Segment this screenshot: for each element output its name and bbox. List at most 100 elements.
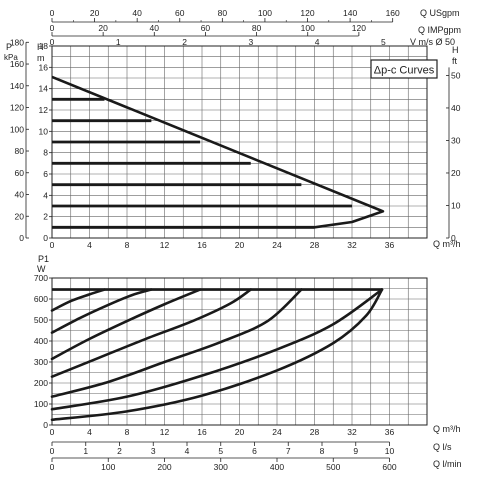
ls-tick-label: 3 — [151, 446, 156, 456]
m-tick-label: 18 — [39, 41, 49, 51]
lmin-tick-label: 500 — [326, 462, 340, 472]
power-curve — [50, 288, 384, 411]
impgpm-tick-label: 80 — [252, 23, 262, 33]
bottom-q-tick-label: 0 — [50, 427, 55, 437]
ft-tick-label: 30 — [451, 135, 461, 145]
m-tick-label: 4 — [43, 190, 48, 200]
ls-tick-label: 9 — [353, 446, 358, 456]
ft-axis-label-h: H — [452, 45, 459, 55]
ft-axis-label-unit: ft — [452, 56, 458, 66]
p1-tick-label: 200 — [34, 378, 48, 388]
p1-tick-label: 600 — [34, 294, 48, 304]
lmin-axis-label: Q l/min — [433, 459, 462, 469]
kpa-tick-label: 40 — [15, 190, 25, 200]
kpa-tick-label: 180 — [10, 37, 24, 47]
power-curve — [50, 288, 202, 361]
ft-tick-label: 0 — [451, 233, 456, 243]
m-tick-label: 12 — [39, 105, 49, 115]
m-tick-label: 10 — [39, 126, 49, 136]
power-curve — [50, 288, 153, 334]
p1-tick-label: 300 — [34, 357, 48, 367]
p1-tick-label: 500 — [34, 315, 48, 325]
ls-tick-label: 8 — [320, 446, 325, 456]
bottom-q-tick-label: 28 — [310, 427, 320, 437]
lmin-tick-label: 600 — [382, 462, 396, 472]
kpa-tick-label: 100 — [10, 124, 24, 134]
top-q-tick-label: 8 — [125, 240, 130, 250]
bottom-q-tick-label: 36 — [385, 427, 395, 437]
chart-title-box — [370, 59, 438, 79]
m-tick-label: 14 — [39, 84, 49, 94]
top-q-tick-label: 24 — [272, 240, 282, 250]
impgpm-tick-label: 100 — [301, 23, 315, 33]
kpa-axis-label-unit: kPa — [4, 53, 18, 62]
velocity-axis-label: V m/s Ø 50 — [410, 37, 455, 47]
bottom-q-tick-label: 24 — [272, 427, 282, 437]
top-q-tick-label: 4 — [87, 240, 92, 250]
impgpm-tick-label: 20 — [98, 23, 108, 33]
p1-tick-label: 700 — [34, 273, 48, 283]
velocity-tick-label: 2 — [182, 37, 187, 47]
bottom-q-tick-label: 8 — [125, 427, 130, 437]
chart-title: Δp-c Curves — [374, 65, 435, 77]
velocity-tick-label: 3 — [248, 37, 253, 47]
ls-tick-label: 7 — [286, 446, 291, 456]
kpa-tick-label: 140 — [10, 81, 24, 91]
ls-tick-label: 0 — [50, 446, 55, 456]
chart-marks — [50, 75, 385, 422]
kpa-axis-label-p: P — [6, 42, 12, 52]
velocity-tick-label: 1 — [116, 37, 121, 47]
lmin-tick-label: 400 — [270, 462, 284, 472]
bottom-q-tick-label: 20 — [235, 427, 245, 437]
ls-tick-label: 2 — [117, 446, 122, 456]
w-axis-label: W — [37, 264, 46, 274]
bottom-q-tick-label: 16 — [197, 427, 207, 437]
usgpm-tick-label: 80 — [218, 8, 228, 18]
impgpm-tick-label: 0 — [50, 23, 55, 33]
usgpm-tick-label: 100 — [258, 8, 272, 18]
m-tick-label: 0 — [43, 233, 48, 243]
top-q-tick-label: 12 — [160, 240, 170, 250]
bottom-q-tick-label: 12 — [160, 427, 170, 437]
bottom-q-tick-label: 32 — [347, 427, 357, 437]
top-q-tick-label: 16 — [197, 240, 207, 250]
bottom-q-axis-label: Q m³/h — [433, 424, 461, 434]
ft-tick-label: 10 — [451, 200, 461, 210]
kpa-tick-label: 20 — [15, 211, 25, 221]
ls-tick-label: 1 — [83, 446, 88, 456]
m-tick-label: 2 — [43, 212, 48, 222]
m-tick-label: 16 — [39, 62, 49, 72]
m-tick-label: 8 — [43, 148, 48, 158]
p1-axis-label: P1 — [38, 254, 49, 264]
m-axis-label-h: H — [37, 42, 44, 52]
power-curve — [50, 288, 253, 378]
impgpm-tick-label: 40 — [150, 23, 160, 33]
m-axis-label-unit: m — [37, 53, 45, 63]
usgpm-tick-label: 60 — [175, 8, 185, 18]
ls-tick-label: 10 — [385, 446, 395, 456]
usgpm-tick-label: 40 — [132, 8, 142, 18]
power-curve — [50, 288, 303, 398]
bottom-plot-frame — [51, 277, 428, 426]
velocity-tick-label: 0 — [50, 37, 55, 47]
usgpm-axis-label: Q USgpm — [420, 8, 460, 18]
m-tick-label: 6 — [43, 169, 48, 179]
impgpm-tick-label: 60 — [201, 23, 211, 33]
top-q-tick-label: 36 — [385, 240, 395, 250]
top-q-tick-label: 32 — [347, 240, 357, 250]
top-q-tick-label: 28 — [310, 240, 320, 250]
impgpm-axis-label: Q IMPgpm — [418, 25, 461, 35]
lmin-tick-label: 300 — [214, 462, 228, 472]
power-curve — [50, 288, 384, 422]
ls-tick-label: 4 — [185, 446, 190, 456]
ft-tick-label: 40 — [451, 103, 461, 113]
kpa-tick-label: 160 — [10, 59, 24, 69]
power-chart-grid — [51, 277, 428, 426]
usgpm-tick-label: 120 — [300, 8, 314, 18]
power-curve — [50, 288, 106, 312]
lmin-tick-label: 100 — [101, 462, 115, 472]
bottom-q-tick-label: 4 — [87, 427, 92, 437]
impgpm-tick-label: 120 — [352, 23, 366, 33]
lmin-tick-label: 200 — [157, 462, 171, 472]
